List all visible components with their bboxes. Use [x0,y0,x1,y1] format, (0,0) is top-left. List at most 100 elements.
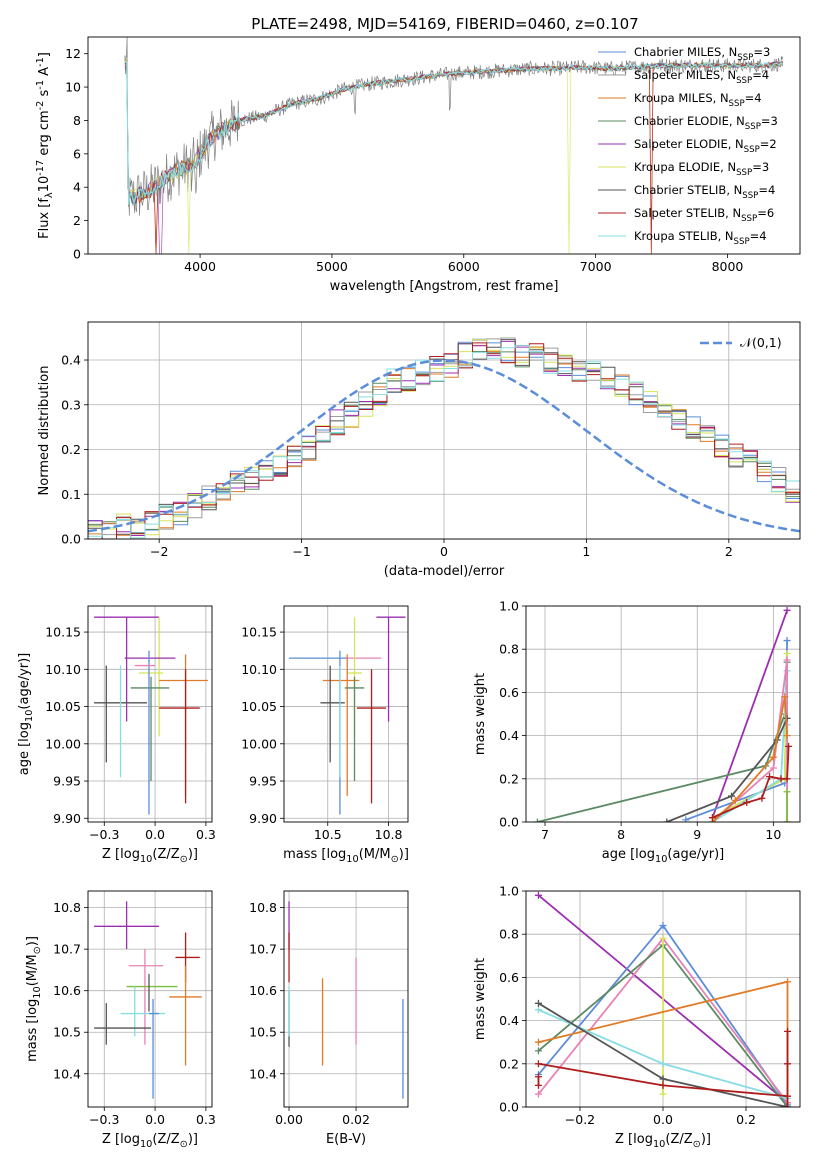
legend-entry: Chabrier MILES, NSSP=3 [634,45,770,63]
legend-entry: Kroupa MILES, NSSP=4 [634,91,762,109]
axes-frame [283,605,409,823]
weight-marker [659,1075,667,1083]
errorbar-chabrier-stelib [94,1003,152,1045]
y-tick-label: 0.2 [499,1056,519,1071]
x-tick-label: 0.0 [145,827,165,842]
model-line-chabrier-stelib [124,60,784,207]
weight-marker [783,732,791,740]
y-tick-label: 10.8 [249,900,277,915]
weight-marker [783,818,791,822]
y-tick-label: 10.4 [53,1066,81,1081]
panel-age_vs_Z: −0.3 0.0 0.3 9.90 9.95 10.00 10.05 10.10 10.15 Z … [17,605,216,865]
y-tick-label: 0.6 [499,685,519,700]
x-axis-label: E(B-V) [326,1132,366,1147]
weight-marker [659,922,667,930]
legend: 𝒩(0,1) [700,335,782,350]
x-tick-label: −0.2 [565,1112,595,1127]
histogram-step-chabrier-stelib [88,339,800,539]
y-tick-label: 10.6 [53,983,81,998]
y-tick-label: 10.10 [241,662,277,677]
y-axis-label: mass weight [473,958,488,1040]
plot-area [534,891,792,1107]
y-tick-label: 10.05 [241,699,277,714]
y-tick-label: 0.0 [61,532,81,547]
weight-marker [534,1073,542,1081]
x-axis-label: Z [log10(Z/Z⊙)] [615,1132,711,1150]
y-tick-label: 10.7 [53,942,81,957]
y-tick-label: 10.5 [53,1025,81,1040]
x-tick-label: 4000 [184,259,216,274]
figure-title: PLATE=2498, MJD=54169, FIBERID=0460, z=0… [251,15,638,33]
weight-marker [784,1060,792,1068]
y-tick-label: 0.8 [499,642,519,657]
weight-marker [728,792,735,800]
legend-entry: Chabrier ELODIE, NSSP=3 [634,114,778,132]
y-tick-label: 0.4 [61,353,81,368]
x-axis-label: Z [log10(Z/Z⊙)] [102,1132,198,1150]
x-tick-label: 10.5 [314,827,342,842]
y-tick-label: 10.10 [45,662,81,677]
y-tick-label: 2 [73,213,81,228]
axes-frame [87,321,801,540]
x-tick-label: 10.8 [375,827,403,842]
panel-mass_vs_Z: −0.3 0.0 0.3 10.4 10.5 10.6 10.7 10.8 Z [log10(Z… [25,890,216,1150]
plot-area [533,606,793,822]
x-tick-label: 0.0 [145,1112,165,1127]
model-line-salpeter-stelib [124,61,784,254]
panel-mass_weight_vs_age: 7 8 9 10 0.0 0.2 0.4 0.6 0.8 1.0 age [log10(age/yr… [473,599,801,865]
x-tick-label: 0 [440,544,448,559]
x-tick-label: 1 [582,544,590,559]
weight-marker [785,742,793,750]
panel-residual_histogram: −2 −1 0 1 2 0.0 0.1 0.2 0.3 0.4 (data-model)/error… [37,321,801,579]
y-tick-label: 0.0 [499,1100,519,1115]
axes-frame [525,605,801,823]
y-tick-label: 10.6 [249,983,277,998]
x-tick-label: 5000 [316,259,348,274]
y-axis-label: mass [log10(M/M⊙)] [25,936,43,1062]
x-tick-label: 9 [693,827,701,842]
weight-marker [534,1090,542,1098]
legend-entry: Kroupa ELODIE, NSSP=3 [634,160,769,178]
weight-series-kroupa-elodie [659,935,667,1098]
y-tick-label: 6 [73,146,81,161]
weight-line [538,1031,789,1107]
y-tick-label: 9.95 [53,774,81,789]
errorbar-salpeter-stelib [356,669,387,804]
x-tick-label: 0.0 [653,1112,673,1127]
weight-series-salpeter-stelib [534,1073,542,1089]
plot-area [288,901,404,1099]
weight-marker [783,775,791,783]
weight-marker [784,1027,792,1035]
legend-entry: Chabrier STELIB, NSSP=4 [634,183,775,201]
errorbar-kroupa-miles [169,965,202,1066]
y-tick-label: 10.05 [45,699,81,714]
x-tick-label: 6000 [448,259,480,274]
plot-area [288,616,406,815]
weight-marker [663,818,671,822]
panel-mass_vs_EBV: 0.00 0.02 10.4 10.5 10.6 10.7 10.8 E(B-V) [249,890,409,1147]
weight-marker [758,794,766,802]
y-tick-label: 10.7 [249,942,277,957]
y-tick-label: 0.2 [61,442,81,457]
x-axis-label: (data-model)/error [384,564,505,579]
weight-marker [783,606,791,614]
y-tick-label: 0.8 [499,927,519,942]
y-tick-label: 0.1 [61,487,81,502]
x-tick-label: −0.3 [89,827,119,842]
weight-marker [533,818,541,822]
legend-entry: Salpeter STELIB, NSSP=6 [634,206,774,224]
x-tick-label: 10 [765,827,781,842]
y-tick-label: 0 [73,247,81,262]
weight-marker [534,999,542,1007]
weight-marker [783,637,791,645]
x-tick-label: 7 [541,827,549,842]
weight-marker [682,816,690,822]
x-tick-label: 0.00 [275,1112,303,1127]
weight-marker [659,935,667,943]
weight-marker [777,775,785,783]
panels: 4000 5000 6000 7000 8000024681012wavelength … [17,36,801,1150]
weight-marker [659,1081,667,1089]
errorbar-extra-pink [128,949,164,1045]
weight-marker [743,799,751,807]
